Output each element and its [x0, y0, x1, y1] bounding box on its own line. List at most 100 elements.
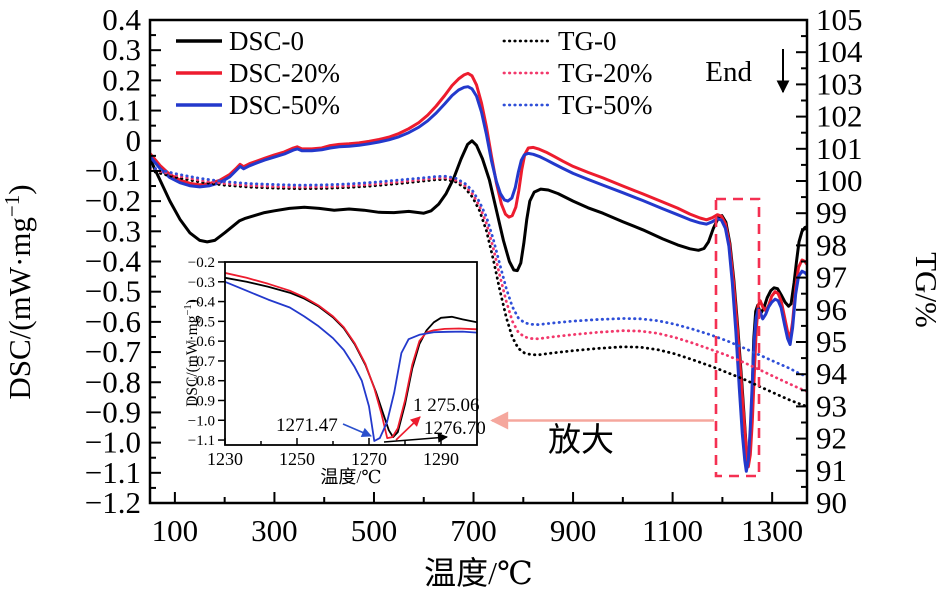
inset-y-tick-label: −0.4: [188, 295, 216, 311]
curve-TG-20%: [150, 167, 807, 393]
inset-y-tick-label: −1.1: [188, 433, 215, 449]
legend-label: DSC-20%: [229, 58, 340, 88]
legend-label: TG-20%: [558, 58, 652, 88]
left-tick-label: 0.3: [102, 32, 141, 67]
inset-x-tick-label: 1230: [207, 449, 243, 469]
inset-chart: 1230 1250 1270 1290 −0.2 −0.3 −0.4 −0.5 −0.6 −0.7…: [183, 255, 486, 487]
curve-TG-0: [150, 169, 807, 408]
left-tick-label: 0.2: [102, 62, 141, 97]
right-tick-label: 90: [816, 485, 847, 520]
peak-annotation-arrow: [395, 416, 421, 441]
inset-curve-DSC-50%: [225, 280, 477, 442]
magnify-label: 放大: [548, 422, 614, 459]
inset-x-axis-title: 温度/℃: [320, 467, 381, 487]
x-tick-label: 700: [450, 513, 497, 548]
left-tick-label: −0.8: [85, 364, 141, 399]
legend-item-DSC-20%: DSC-20%: [176, 58, 340, 88]
axis-ticks: [150, 19, 807, 504]
legend-item-DSC-0: DSC-0: [176, 26, 304, 56]
right-tick-label: 105: [816, 2, 863, 37]
right-tick-label: 102: [816, 99, 863, 134]
right-tick-label: 101: [816, 131, 863, 166]
inset-border: [224, 261, 478, 446]
left-tick-label: −0.5: [85, 274, 141, 309]
inset-tick-labels: 1230 1250 1270 1290 −0.2 −0.3 −0.4 −0.5 −0.6 −0.7…: [188, 255, 459, 469]
x-tick-label: 500: [351, 513, 398, 548]
inset-y-tick-label: −0.5: [188, 314, 215, 330]
right-tick-label: 93: [816, 388, 847, 423]
curve-DSC-20%: [150, 71, 807, 469]
main-series-group: [150, 71, 807, 473]
x-tick-label: 1300: [741, 513, 803, 548]
inset-background: [223, 260, 479, 447]
legend-item-TG-0: TG-0: [502, 26, 616, 56]
inset-peak-annotation-2: 1 275.06: [395, 395, 480, 441]
legend-label: TG-0: [558, 26, 616, 56]
left-tick-label: −0.9: [85, 394, 141, 429]
legend-item-TG-20%: TG-20%: [502, 58, 652, 88]
right-tick-label: 103: [816, 66, 863, 101]
magnify-dashed-box: [714, 197, 761, 478]
left-tick-label: 0.1: [102, 93, 141, 128]
end-label: End: [705, 56, 752, 88]
inset-y-tick-label: −0.7: [188, 354, 216, 370]
legend-item-TG-50%: TG-50%: [502, 90, 652, 120]
left-tick-label: 0: [126, 123, 142, 158]
inset-y-tick-label: −0.3: [188, 275, 215, 291]
right-tick-label: 100: [816, 163, 863, 198]
x-axis-title: 温度/℃: [424, 555, 533, 591]
left-tick-label: −0.3: [85, 213, 141, 248]
inset-y-tick-label: −0.6: [188, 334, 216, 350]
right-tick-label: 94: [816, 356, 848, 391]
curve-TG-50%: [150, 165, 807, 378]
right-tick-label: 97: [816, 260, 847, 295]
inset-y-axis-title: DSC/(mW·mg−1): [183, 299, 201, 407]
legend-label: DSC-50%: [229, 90, 340, 120]
legend-item-DSC-50%: DSC-50%: [176, 90, 340, 120]
inset-x-tick-label: 1290: [423, 449, 459, 469]
inset-x-tick-label: 1270: [351, 449, 387, 469]
inset-y-tick-label: −0.2: [188, 255, 215, 271]
inset-curve-DSC-20%: [225, 272, 477, 439]
inset-y-tick-label: −0.9: [188, 393, 215, 409]
x-tick-label: 100: [152, 513, 199, 548]
left-tick-label: −0.4: [85, 244, 142, 279]
peak-temperature-label: 1276.70: [424, 418, 486, 439]
tick-labels: 100 300 500 700 900 1100 1300 0.40.30.20.10−0.1…: [85, 2, 863, 548]
left-tick-label: −0.2: [85, 183, 141, 218]
left-tick-label: −1.1: [85, 455, 141, 490]
right-tick-label: 104: [816, 34, 863, 69]
peak-annotation-arrow: [383, 432, 448, 443]
left-tick-label: 0.4: [102, 2, 141, 37]
legend-label: DSC-0: [229, 26, 304, 56]
inset-y-tick-label: −0.8: [188, 374, 215, 390]
x-tick-label: 300: [251, 513, 298, 548]
right-tick-label: 98: [816, 227, 847, 262]
inset-peak-annotation-3: 1276.70: [383, 418, 486, 443]
x-tick-label: 900: [550, 513, 597, 548]
left-tick-label: −1.0: [85, 425, 141, 460]
right-tick-label: 91: [816, 453, 847, 488]
right-tick-label: 96: [816, 292, 847, 327]
left-tick-label: −0.1: [85, 153, 141, 188]
right-axis-title: TG/%: [909, 252, 944, 328]
inset-peak-annotation-1: 1271.47: [276, 415, 372, 438]
left-axis-title: DSC/(mW·mg−1): [0, 184, 37, 399]
peak-annotation-arrow: [342, 423, 372, 438]
inset-x-tick-label: 1250: [279, 449, 315, 469]
left-tick-label: −0.6: [85, 304, 141, 339]
x-tick-label: 1100: [642, 513, 703, 548]
left-tick-label: −0.7: [85, 334, 141, 369]
right-tick-label: 95: [816, 324, 847, 359]
right-tick-label: 92: [816, 421, 847, 456]
inset-y-tick-label: −1.0: [188, 413, 215, 429]
peak-temperature-label: 1271.47: [276, 415, 338, 436]
inset-series-group: [225, 272, 477, 442]
inset-ticks: [218, 261, 442, 445]
right-tick-label: 99: [816, 195, 847, 230]
left-tick-label: −1.2: [85, 485, 141, 520]
peak-temperature-label: 1 275.06: [413, 395, 480, 416]
